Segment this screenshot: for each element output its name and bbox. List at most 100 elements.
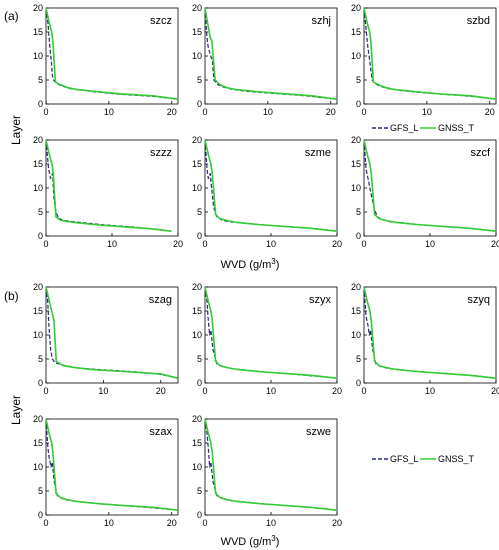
y-tick-label: 5 [356,75,361,85]
x-tick-label: 0 [361,107,366,117]
series-line-gnss-t [204,7,338,100]
x-tick-label: 20 [491,239,499,249]
y-tick-label: 5 [197,354,202,364]
y-tick-label: 0 [197,99,202,109]
y-tick-label: 10 [33,183,43,193]
y-tick-label: 5 [356,354,361,364]
panel-label-b: (b) [4,289,19,303]
y-tick-label: 20 [351,282,361,292]
y-tick-label: 15 [351,27,361,37]
y-tick-label: 20 [351,135,361,145]
y-tick-label: 10 [192,330,202,340]
y-tick-label: 0 [38,378,43,388]
x-tick-label: 20 [326,107,336,117]
subplot-szbd: 0 5 10 15 20 0 10 20 szbd [351,3,497,117]
x-tick-label: 10 [107,239,117,249]
legend-b-gfs-label: GFS_L [390,454,419,464]
series-line-gnss-t [45,418,179,511]
y-tick-label: 10 [192,183,202,193]
panel-label-a: (a) [4,9,19,23]
x-tick-label: 0 [361,239,366,249]
subplot-title: szcz [150,15,172,27]
x-tick-label: 20 [491,386,499,396]
x-axis-label-a-main: WVD (g/m [221,259,272,271]
subplot-szyq: 0 5 10 15 20 0 10 20 szyq [351,282,499,396]
x-tick-label: 0 [361,386,366,396]
x-tick-label: 0 [202,107,207,117]
x-tick-label: 20 [485,107,495,117]
x-tick-label: 0 [43,239,48,249]
x-axis-label-b-end: ) [276,536,280,548]
y-tick-label: 0 [197,510,202,520]
y-tick-label: 10 [192,462,202,472]
y-tick-label: 10 [33,330,43,340]
x-tick-label: 10 [425,386,435,396]
series-line-gnss-t [45,286,179,379]
subplot-title: szhj [311,15,331,27]
y-tick-label: 20 [33,3,43,13]
series-line-gfs-l [204,7,338,100]
x-tick-label: 10 [266,518,276,528]
x-tick-label: 10 [422,107,432,117]
x-axis-label-a-end: ) [276,259,280,271]
subplot-szcz: 0 5 10 15 20 0 10 20 szcz [33,3,179,117]
x-axis-label-b-main: WVD (g/m [221,536,272,548]
series-line-gnss-t [363,139,497,232]
x-tick-label: 20 [173,239,183,249]
x-tick-label: 10 [98,386,108,396]
subplot-szhj: 0 5 10 15 20 0 10 20 szhj [192,3,338,117]
x-tick-label: 0 [43,107,48,117]
series-line-gnss-t [204,418,338,511]
subplot-title: szzz [150,147,172,159]
x-tick-label: 10 [104,518,114,528]
y-tick-label: 20 [33,135,43,145]
legend-a-gfs-label: GFS_L [390,123,419,133]
y-tick-label: 0 [356,378,361,388]
subplot-szax: 0 5 10 15 20 0 10 20 szax [33,414,179,528]
legend-a: GFS_L GNSS_T [372,123,475,133]
y-tick-label: 5 [197,486,202,496]
y-tick-label: 15 [192,438,202,448]
y-tick-label: 20 [192,135,202,145]
x-tick-label: 20 [156,386,166,396]
y-tick-label: 15 [192,306,202,316]
y-tick-label: 20 [33,414,43,424]
y-tick-label: 5 [38,354,43,364]
x-tick-label: 20 [167,107,177,117]
y-tick-label: 10 [192,51,202,61]
y-tick-label: 15 [33,438,43,448]
series-line-gnss-t [363,7,497,100]
y-tick-label: 5 [38,486,43,496]
y-tick-label: 20 [192,414,202,424]
x-tick-label: 10 [425,239,435,249]
x-axis-label-a: WVD (g/m3) [221,257,280,271]
y-tick-label: 5 [38,207,43,217]
y-axis-label-b: Layer [9,395,23,425]
subplot-title: szyq [467,294,490,306]
subplot-title: szme [305,147,331,159]
y-tick-label: 0 [38,231,43,241]
y-tick-label: 5 [356,207,361,217]
subplot-title: szyx [309,294,332,306]
x-tick-label: 0 [202,518,207,528]
y-tick-label: 15 [192,27,202,37]
x-tick-label: 0 [43,518,48,528]
y-tick-label: 0 [38,510,43,520]
series-line-gnss-t [204,139,338,232]
y-axis-label-a: Layer [9,115,23,145]
x-axis-label-a-sup: 3 [271,257,276,266]
x-tick-label: 0 [202,386,207,396]
series-line-gnss-t [204,286,338,379]
y-tick-label: 10 [351,51,361,61]
y-tick-label: 5 [38,75,43,85]
x-tick-label: 10 [266,386,276,396]
series-line-gnss-t [363,286,497,379]
y-tick-label: 0 [38,99,43,109]
y-tick-label: 0 [197,378,202,388]
x-tick-label: 20 [332,239,342,249]
y-tick-label: 10 [33,51,43,61]
x-tick-label: 10 [104,107,114,117]
legend-a-gnss-label: GNSS_T [438,123,475,133]
subplot-szme: 0 5 10 15 20 0 10 20 szme [192,135,342,249]
